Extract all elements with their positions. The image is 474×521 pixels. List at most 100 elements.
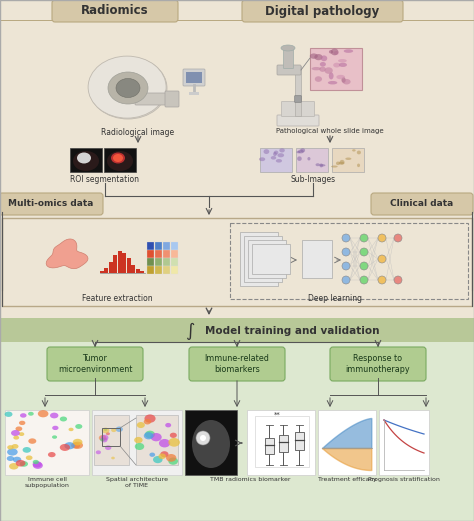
Bar [122, 253, 127, 273]
Ellipse shape [158, 453, 166, 459]
Bar [171, 258, 179, 266]
Circle shape [196, 431, 210, 445]
Circle shape [378, 234, 386, 242]
Ellipse shape [329, 72, 334, 79]
FancyBboxPatch shape [283, 47, 293, 68]
Ellipse shape [315, 76, 322, 82]
Ellipse shape [346, 157, 351, 160]
Bar [379, 410, 429, 475]
Ellipse shape [113, 154, 123, 162]
Text: Spatial architecture
of TIME: Spatial architecture of TIME [106, 477, 168, 488]
Ellipse shape [28, 438, 36, 444]
Text: TMB radiomics biomarker: TMB radiomics biomarker [210, 477, 290, 482]
Ellipse shape [73, 439, 82, 445]
Ellipse shape [52, 426, 58, 430]
Ellipse shape [102, 428, 109, 433]
Bar [296, 148, 328, 172]
Bar [295, 66, 301, 116]
Bar [171, 250, 179, 257]
Text: **: ** [273, 412, 281, 418]
FancyBboxPatch shape [135, 93, 175, 105]
Text: Tumor
microenvironment: Tumor microenvironment [58, 354, 132, 374]
Text: ∫: ∫ [185, 322, 195, 340]
Ellipse shape [99, 435, 107, 441]
Bar [94, 415, 129, 465]
Ellipse shape [100, 435, 109, 441]
Ellipse shape [308, 157, 310, 160]
Text: Multi-omics data: Multi-omics data [9, 200, 94, 208]
Ellipse shape [105, 445, 111, 450]
Ellipse shape [111, 428, 117, 432]
Polygon shape [46, 239, 88, 269]
Bar [118, 251, 122, 273]
Bar [318, 410, 376, 475]
Ellipse shape [341, 77, 346, 83]
FancyBboxPatch shape [189, 347, 285, 381]
Ellipse shape [23, 447, 31, 453]
Ellipse shape [88, 56, 166, 118]
Bar [186, 72, 202, 83]
Circle shape [200, 435, 206, 441]
Bar [5, 410, 89, 475]
Ellipse shape [357, 151, 361, 154]
Ellipse shape [108, 72, 148, 104]
Bar [0, 0, 474, 320]
Ellipse shape [281, 45, 295, 51]
FancyBboxPatch shape [47, 347, 143, 381]
Bar [100, 271, 104, 273]
Ellipse shape [159, 439, 170, 448]
Ellipse shape [19, 421, 26, 425]
Ellipse shape [145, 414, 155, 423]
Ellipse shape [276, 159, 282, 163]
Ellipse shape [314, 54, 323, 60]
Ellipse shape [319, 67, 326, 72]
Ellipse shape [153, 456, 163, 463]
Ellipse shape [271, 156, 276, 159]
Bar [260, 148, 292, 172]
Bar [104, 268, 109, 273]
Circle shape [394, 276, 402, 284]
Bar [147, 258, 155, 266]
Ellipse shape [316, 163, 320, 166]
Ellipse shape [116, 427, 123, 432]
Ellipse shape [296, 151, 301, 153]
Ellipse shape [71, 442, 80, 449]
Ellipse shape [277, 153, 284, 157]
Ellipse shape [264, 149, 269, 154]
Bar [302, 240, 332, 278]
Ellipse shape [135, 443, 144, 450]
Ellipse shape [137, 422, 145, 428]
Bar [127, 258, 131, 273]
Ellipse shape [111, 456, 115, 460]
Ellipse shape [328, 81, 337, 84]
Ellipse shape [324, 67, 333, 74]
Text: Pathological whole slide image: Pathological whole slide image [276, 128, 384, 134]
Ellipse shape [168, 457, 178, 465]
Ellipse shape [96, 450, 101, 454]
Bar [185, 410, 237, 475]
Ellipse shape [89, 57, 167, 119]
Ellipse shape [336, 162, 340, 165]
Ellipse shape [77, 153, 91, 164]
FancyBboxPatch shape [183, 69, 205, 86]
Ellipse shape [75, 424, 82, 429]
Bar [332, 148, 364, 172]
Ellipse shape [344, 49, 353, 53]
Ellipse shape [7, 449, 18, 455]
Bar [140, 271, 145, 273]
Bar [189, 92, 199, 95]
Ellipse shape [16, 460, 26, 466]
Bar [295, 432, 304, 450]
Ellipse shape [20, 413, 27, 418]
Bar [147, 242, 155, 250]
Text: ROI segmentation: ROI segmentation [71, 175, 139, 184]
Bar [0, 318, 474, 342]
Ellipse shape [26, 455, 33, 460]
Bar [155, 266, 163, 274]
FancyBboxPatch shape [0, 193, 103, 215]
Text: Immune cell
subpopulation: Immune cell subpopulation [25, 477, 69, 488]
Ellipse shape [151, 433, 162, 441]
Bar [163, 250, 171, 257]
Ellipse shape [192, 420, 230, 468]
Ellipse shape [104, 428, 107, 431]
